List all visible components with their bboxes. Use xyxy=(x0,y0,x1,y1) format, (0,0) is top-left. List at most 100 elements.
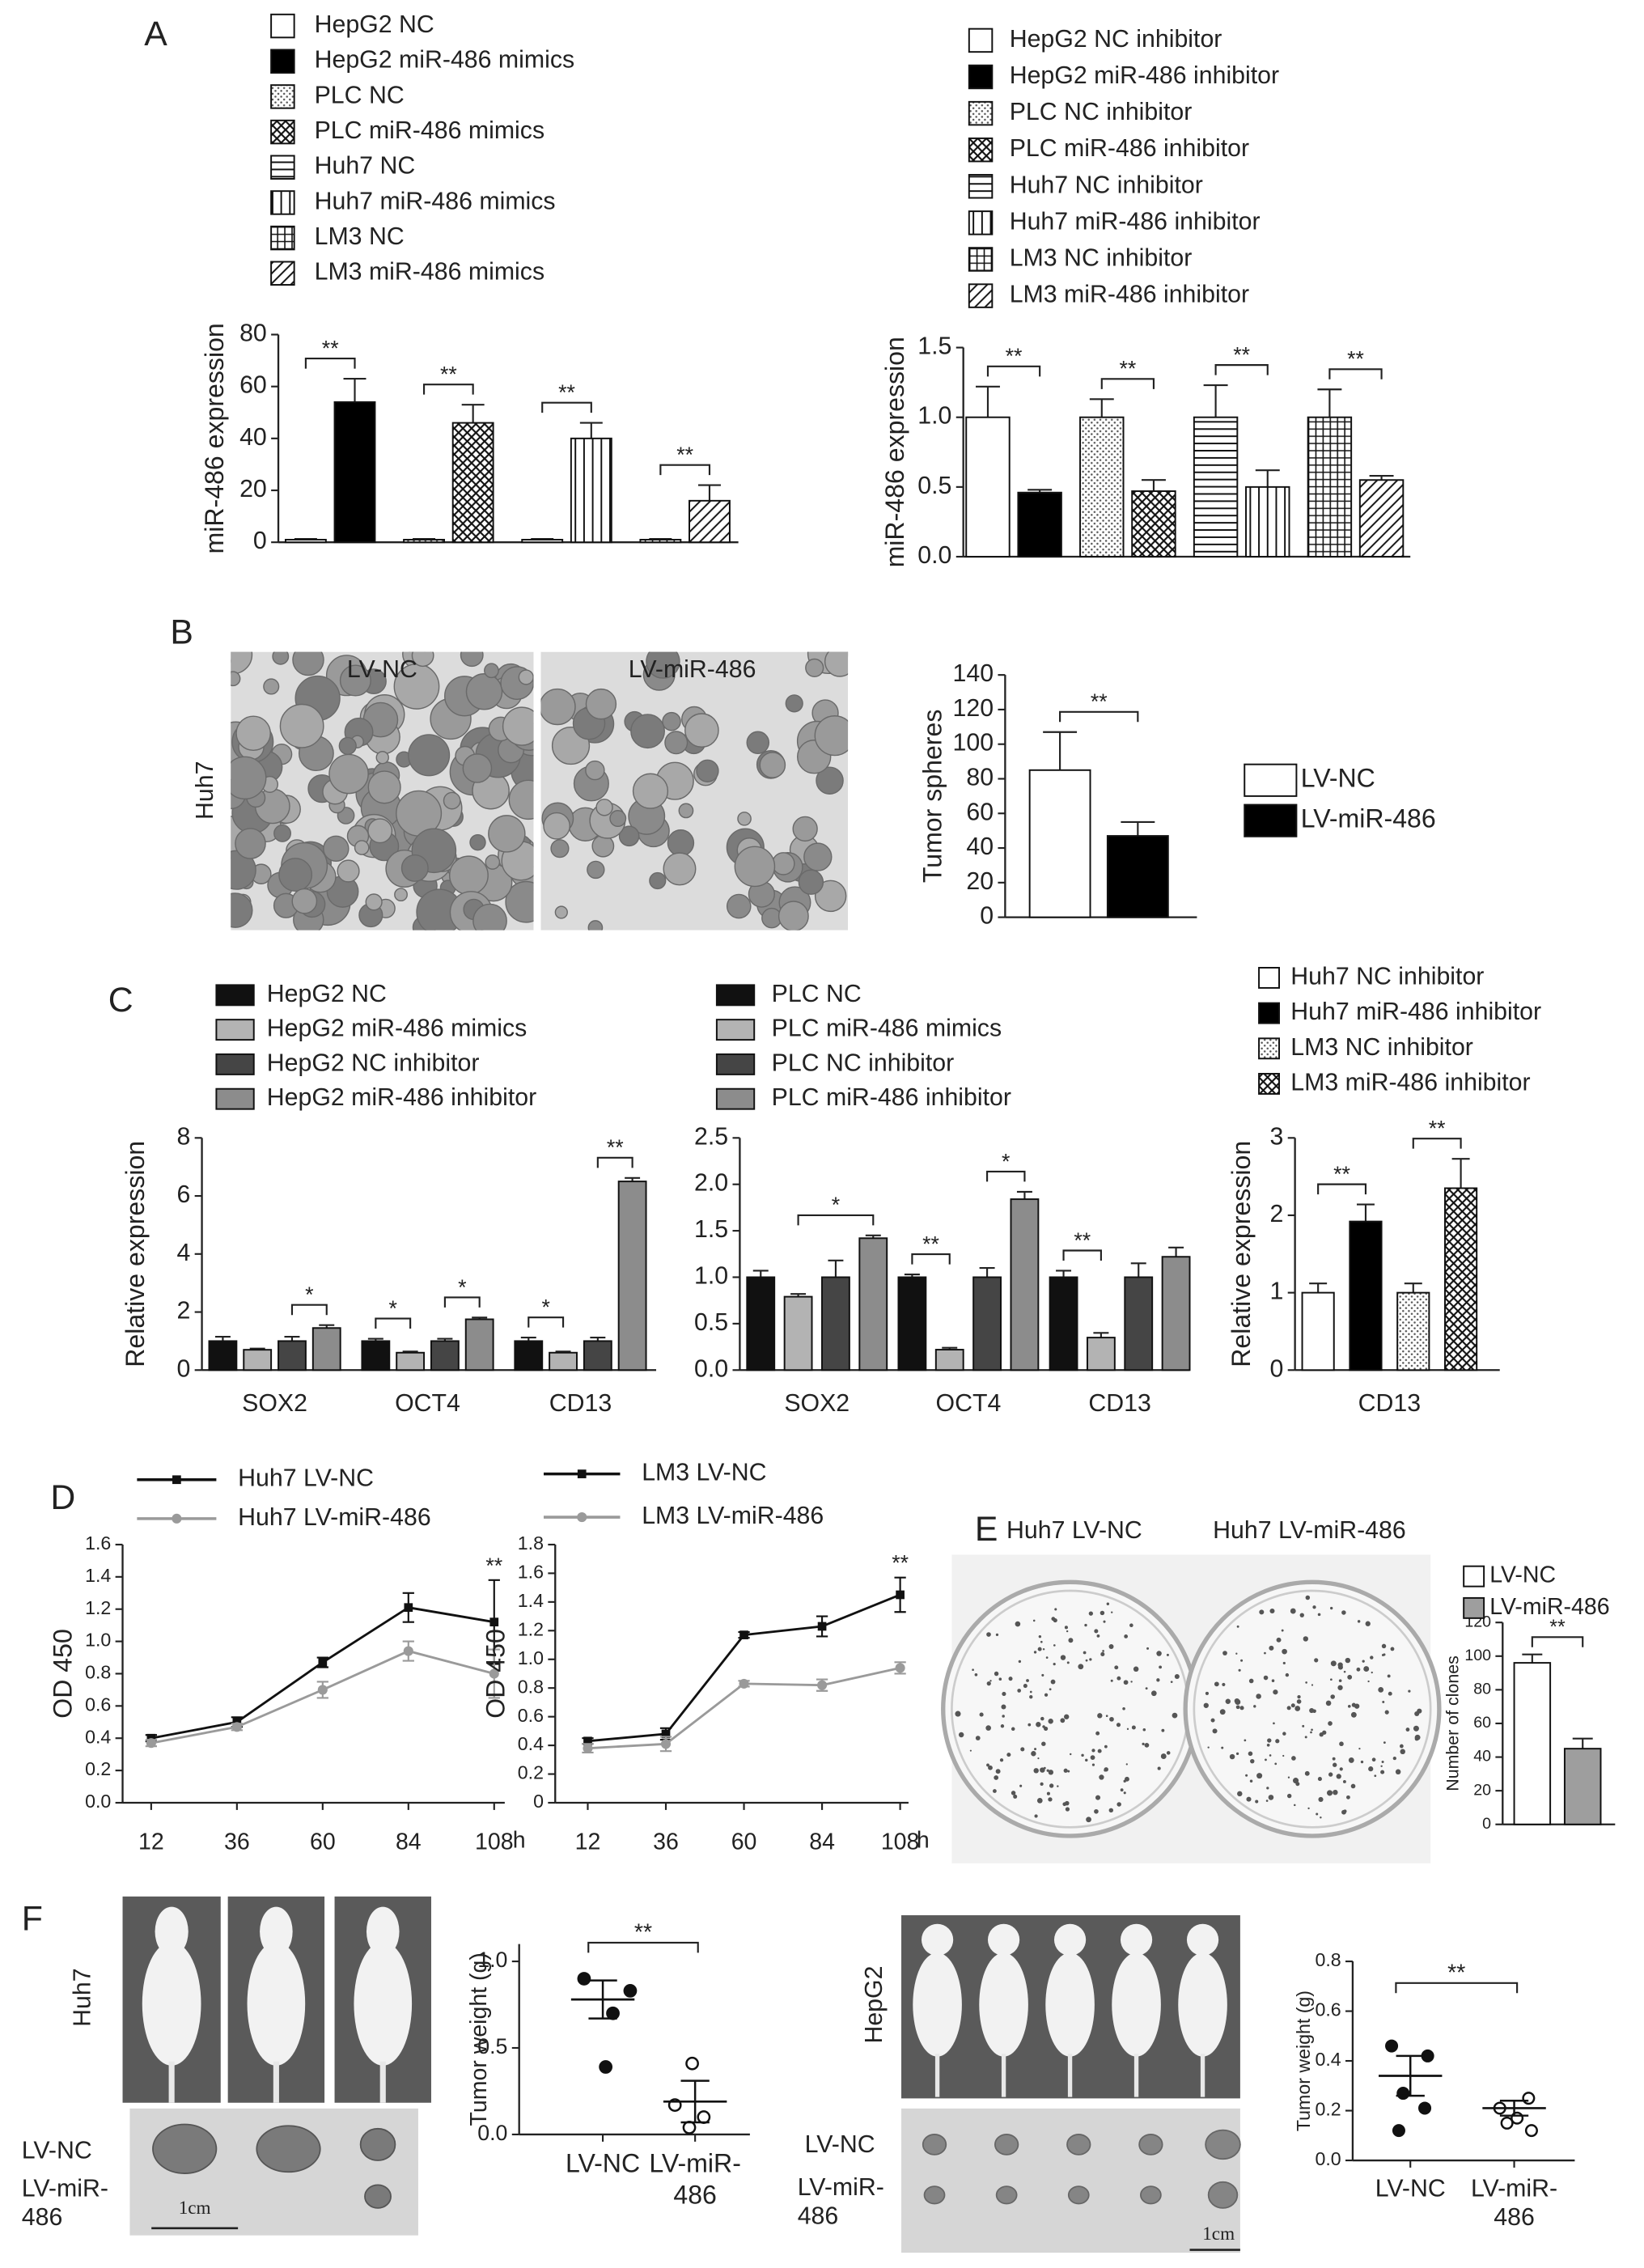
legend-swatch xyxy=(270,13,295,39)
sphere xyxy=(632,773,669,809)
legend-swatch xyxy=(270,225,295,251)
mouse-body xyxy=(354,1941,413,2066)
colony xyxy=(1322,1730,1327,1735)
legend-label: LV-NC xyxy=(1301,764,1375,793)
tumor xyxy=(922,2134,947,2156)
colony xyxy=(1040,1716,1044,1721)
bar xyxy=(821,1276,850,1371)
bar xyxy=(333,401,376,544)
sphere xyxy=(540,688,576,726)
tumor xyxy=(1207,2181,1239,2209)
colony xyxy=(1351,1702,1356,1707)
y-axis-label: Tumor weight (g) xyxy=(1293,1990,1314,2131)
colony xyxy=(1248,1678,1254,1684)
legend-label: LV-miR-486 xyxy=(1301,804,1436,833)
colony xyxy=(1290,1703,1295,1708)
photo xyxy=(231,651,534,931)
y-tick-label: 40 xyxy=(1473,1748,1491,1766)
colony xyxy=(1382,1700,1385,1703)
mouse-tail xyxy=(273,2061,279,2103)
point xyxy=(1522,2092,1536,2105)
colony xyxy=(1094,1808,1099,1814)
bar xyxy=(284,538,327,544)
significance-label: ** xyxy=(922,1232,939,1256)
colony xyxy=(1111,1611,1113,1613)
photo-label: LV-NC xyxy=(805,2131,875,2158)
photo-label: LV-miR-486 xyxy=(21,2174,108,2232)
colony xyxy=(1042,1647,1045,1651)
legend-marker xyxy=(172,1475,181,1485)
y-tick-label: 0.6 xyxy=(518,1705,544,1726)
panel-label: E xyxy=(975,1510,998,1549)
colony xyxy=(1122,1706,1125,1711)
panel-label: A xyxy=(144,15,167,53)
y-axis-label: Tumor weight (g) xyxy=(466,1952,492,2126)
colony xyxy=(1091,1749,1095,1753)
tumor xyxy=(1066,2134,1091,2156)
colony xyxy=(1380,1770,1385,1774)
y-tick-label: 1.0 xyxy=(477,1948,507,1972)
colony xyxy=(1234,1698,1240,1704)
sphere xyxy=(630,714,665,749)
bar xyxy=(617,1181,647,1371)
colony xyxy=(1116,1676,1121,1681)
legend-swatch xyxy=(270,155,295,180)
sphere xyxy=(805,658,824,677)
colony xyxy=(1064,1626,1068,1630)
y-tick-label: 40 xyxy=(966,833,994,860)
colony xyxy=(1302,1724,1305,1727)
significance-label: * xyxy=(305,1282,313,1307)
photo-label-box: LV-miR-486 xyxy=(798,2173,884,2230)
legend-swatch xyxy=(1244,803,1298,837)
colony xyxy=(1330,1678,1333,1681)
significance-label: ** xyxy=(892,1551,909,1575)
legend-swatch xyxy=(215,1053,255,1075)
colony xyxy=(1314,1658,1319,1663)
significance-bracket xyxy=(1328,368,1383,379)
sphere xyxy=(411,651,434,668)
sphere xyxy=(759,752,786,778)
significance-label: ** xyxy=(634,1920,652,1946)
colony xyxy=(1114,1665,1119,1670)
legend-label: Huh7 NC inhibitor xyxy=(1290,963,1484,990)
x-tick-label-box: LV-miR-486 xyxy=(1471,2175,1557,2232)
bar xyxy=(570,437,612,544)
sphere xyxy=(595,799,613,816)
colony xyxy=(1013,1794,1018,1799)
colony xyxy=(1040,1782,1044,1786)
bar xyxy=(549,1351,578,1371)
significance-bracket xyxy=(1100,378,1155,389)
colony xyxy=(1068,1638,1074,1643)
colony xyxy=(975,1736,981,1740)
colony xyxy=(986,1763,989,1767)
colony xyxy=(1250,1758,1255,1764)
significance-label: * xyxy=(832,1193,840,1217)
sphere xyxy=(235,715,271,752)
bar xyxy=(1079,416,1125,557)
bar xyxy=(897,1276,927,1371)
bar xyxy=(783,1295,813,1371)
mouse-body xyxy=(979,1952,1028,2057)
significance-label: ** xyxy=(1549,1616,1566,1638)
y-tick-label: 1.8 xyxy=(518,1532,544,1554)
legend-label: HepG2 miR-486 inhibitor xyxy=(1010,62,1279,89)
colony xyxy=(1362,1660,1365,1663)
sphere xyxy=(585,760,605,781)
significance-label: * xyxy=(1002,1149,1010,1173)
legend-marker xyxy=(172,1513,182,1524)
colony xyxy=(1269,1645,1274,1651)
x-tick-label: CD13 xyxy=(1358,1390,1421,1417)
colony xyxy=(1066,1661,1070,1664)
y-tick-label: 8 xyxy=(176,1123,190,1150)
bar xyxy=(1563,1748,1602,1825)
sphere xyxy=(554,905,568,919)
sphere xyxy=(231,671,241,687)
colony xyxy=(1038,1634,1042,1638)
significance-bracket xyxy=(986,365,1041,377)
legend-label: LM3 miR-486 inhibitor xyxy=(1010,282,1249,308)
photo-label: Huh7 LV-NC xyxy=(1006,1517,1142,1544)
colony xyxy=(1104,1769,1107,1772)
colony xyxy=(1084,1623,1087,1627)
colony xyxy=(1345,1657,1351,1664)
legend-label: Huh7 NC inhibitor xyxy=(1010,172,1203,198)
